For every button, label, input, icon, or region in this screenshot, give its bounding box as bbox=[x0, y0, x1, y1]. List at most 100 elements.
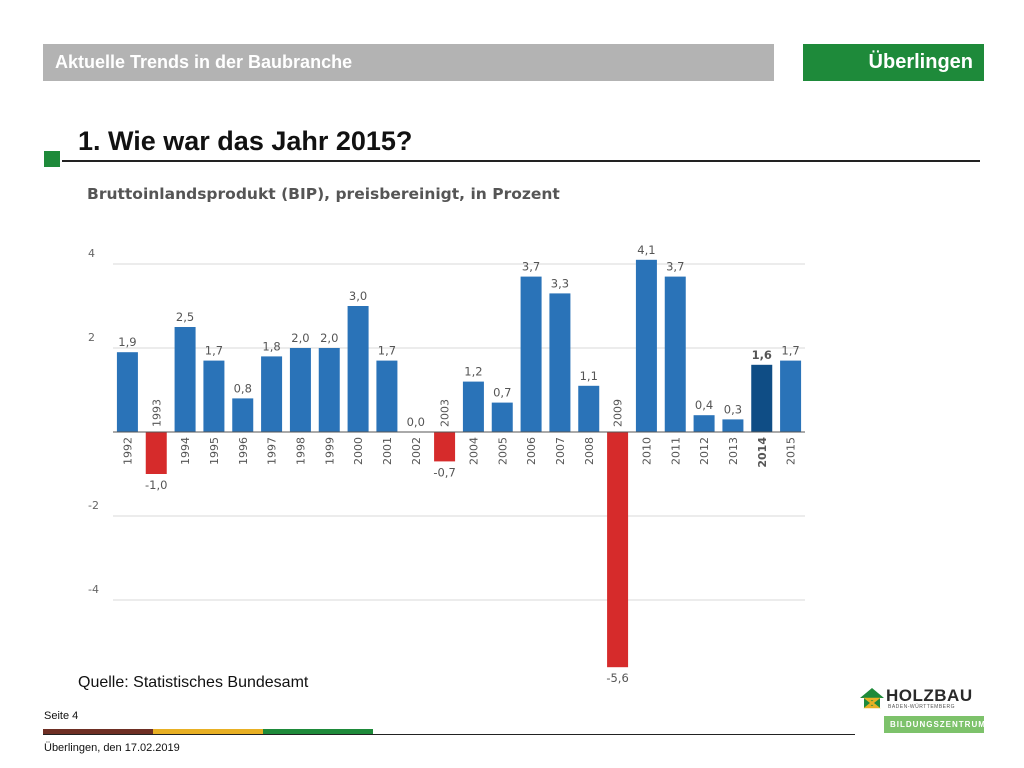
value-label-2012: 0,4 bbox=[695, 398, 713, 412]
category-label-1998: 1998 bbox=[294, 437, 307, 465]
category-label-2015: 2015 bbox=[785, 437, 798, 465]
category-label-2006: 2006 bbox=[525, 437, 538, 465]
bar-2013 bbox=[722, 419, 744, 432]
value-label-2014: 1,6 bbox=[752, 348, 772, 362]
chart-bars bbox=[116, 259, 802, 668]
value-label-2015: 1,7 bbox=[781, 344, 799, 358]
value-label-1994: 2,5 bbox=[176, 310, 194, 324]
category-label-2007: 2007 bbox=[554, 437, 567, 465]
logo-band: BILDUNGSZENTRUM bbox=[884, 716, 986, 733]
category-label-2003: 2003 bbox=[439, 399, 452, 427]
chart-title: Bruttoinlandsprodukt (BIP), preisbereini… bbox=[87, 185, 560, 203]
bar-1994 bbox=[174, 327, 196, 432]
section-header-bar: Aktuelle Trends in der Baubranche bbox=[43, 44, 774, 81]
category-label-2001: 2001 bbox=[381, 437, 394, 465]
bar-2004 bbox=[462, 381, 484, 432]
category-label-1996: 1996 bbox=[237, 437, 250, 465]
value-label-1996: 0,8 bbox=[234, 381, 252, 395]
value-label-2009: -5,6 bbox=[606, 671, 628, 685]
bar-2003 bbox=[434, 432, 456, 462]
value-label-2004: 1,2 bbox=[464, 365, 482, 379]
bar-2011 bbox=[664, 276, 686, 432]
value-label-2011: 3,7 bbox=[666, 260, 684, 274]
value-label-1993: -1,0 bbox=[145, 478, 167, 492]
location-badge: Überlingen bbox=[803, 44, 984, 81]
stripe-green bbox=[263, 729, 373, 734]
bar-1995 bbox=[203, 360, 225, 432]
value-label-2010: 4,1 bbox=[637, 243, 655, 257]
category-label-1997: 1997 bbox=[266, 437, 279, 465]
bar-2007 bbox=[549, 293, 571, 432]
bar-1999 bbox=[318, 348, 340, 432]
category-label-2011: 2011 bbox=[669, 437, 682, 465]
category-label-2008: 2008 bbox=[583, 437, 596, 465]
bar-2010 bbox=[635, 259, 657, 432]
house-icon bbox=[860, 688, 884, 709]
page-title: 1. Wie war das Jahr 2015? bbox=[78, 126, 413, 156]
title-marker bbox=[44, 151, 60, 167]
value-label-2000: 3,0 bbox=[349, 289, 367, 303]
value-label-1999: 2,0 bbox=[320, 331, 338, 345]
y-tick-label: -2 bbox=[88, 499, 99, 512]
location-label: Überlingen bbox=[868, 51, 973, 73]
bar-1992 bbox=[116, 352, 138, 432]
footer-divider bbox=[43, 734, 855, 735]
section-title: Aktuelle Trends in der Baubranche bbox=[55, 52, 353, 72]
value-label-2007: 3,3 bbox=[551, 276, 569, 290]
bar-1998 bbox=[289, 348, 311, 432]
chart-value-labels: 1,9 -1,0 2,5 1,7 0,8 1,8 2,0 2,0 3,0 1,7 0,0 -0,7 1,… bbox=[118, 243, 799, 685]
stripe-yellow bbox=[153, 729, 263, 734]
y-tick-label: 4 bbox=[88, 247, 95, 260]
chart-gridlines bbox=[113, 263, 805, 601]
value-label-2002: 0,0 bbox=[407, 415, 425, 429]
value-label-2001: 1,7 bbox=[378, 344, 396, 358]
category-label-2009: 2009 bbox=[612, 399, 625, 427]
bar-2000 bbox=[347, 306, 369, 432]
value-label-1997: 1,8 bbox=[262, 339, 280, 353]
category-label-2005: 2005 bbox=[496, 437, 509, 465]
category-label-2000: 2000 bbox=[352, 437, 365, 465]
bar-2005 bbox=[491, 402, 513, 432]
gdp-bar-chart: Bruttoinlandsprodukt (BIP), preisbereini… bbox=[87, 185, 805, 685]
logo-subtitle: BILDUNGSZENTRUM bbox=[890, 720, 986, 729]
value-label-2008: 1,1 bbox=[580, 369, 598, 383]
chart-y-ticks: 4 2 -2 -4 bbox=[88, 247, 99, 596]
value-label-1992: 1,9 bbox=[118, 335, 136, 349]
category-label-2002: 2002 bbox=[410, 437, 423, 465]
bar-2012 bbox=[693, 415, 715, 432]
bar-2008 bbox=[578, 385, 600, 432]
category-label-2012: 2012 bbox=[698, 437, 711, 465]
bar-2001 bbox=[376, 360, 398, 432]
category-label-1999: 1999 bbox=[323, 437, 336, 465]
value-label-1998: 2,0 bbox=[291, 331, 309, 345]
stripe-brown bbox=[43, 729, 153, 734]
value-label-2006: 3,7 bbox=[522, 260, 540, 274]
bar-1993 bbox=[145, 432, 167, 474]
bar-2009 bbox=[607, 432, 629, 668]
category-label-1994: 1994 bbox=[179, 437, 192, 465]
bar-2014 bbox=[751, 364, 773, 432]
holzbau-logo: HOLZBAU BADEN-WÜRTTEMBERG BILDUNGSZENTRU… bbox=[858, 684, 986, 736]
bar-2006 bbox=[520, 276, 542, 432]
bar-2015 bbox=[780, 360, 802, 432]
page-number: Seite 4 bbox=[44, 710, 79, 722]
category-label-2010: 2010 bbox=[640, 437, 653, 465]
category-label-1993: 1993 bbox=[150, 399, 163, 427]
category-label-2004: 2004 bbox=[467, 437, 480, 465]
logo-region: BADEN-WÜRTTEMBERG bbox=[888, 704, 956, 710]
source-note: Quelle: Statistisches Bundesamt bbox=[78, 674, 309, 691]
title-underline bbox=[62, 160, 980, 162]
y-tick-label: 2 bbox=[88, 331, 95, 344]
value-label-2005: 0,7 bbox=[493, 386, 511, 400]
chart-category-labels: 1992 1993 1994 1995 1996 1997 1998 1999 2000 2001… bbox=[121, 399, 797, 468]
category-label-2013: 2013 bbox=[727, 437, 740, 465]
value-label-2003: -0,7 bbox=[433, 465, 455, 479]
bar-1997 bbox=[261, 356, 283, 432]
category-label-1992: 1992 bbox=[121, 437, 134, 465]
category-label-1995: 1995 bbox=[208, 437, 221, 465]
category-label-2014: 2014 bbox=[756, 437, 769, 468]
value-label-2013: 0,3 bbox=[724, 402, 742, 416]
footer-date: Überlingen, den 17.02.2019 bbox=[44, 742, 180, 754]
y-tick-label: -4 bbox=[88, 583, 99, 596]
logo-name: HOLZBAU bbox=[886, 686, 973, 705]
